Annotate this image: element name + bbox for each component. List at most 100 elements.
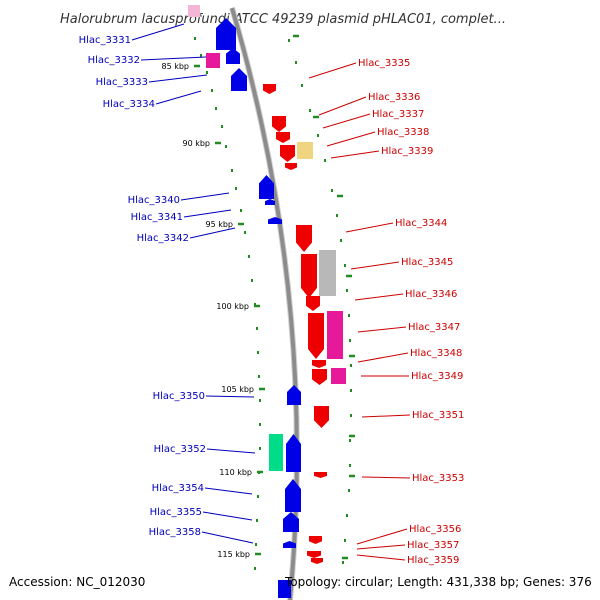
track-dot [317, 134, 319, 137]
leader-line [361, 414, 411, 418]
gene-shape-plus [314, 472, 327, 478]
gene-label-hlac-3331[interactable]: Hlac_3331 [79, 35, 131, 46]
gene-label-hlac-3353[interactable]: Hlac_3353 [412, 473, 464, 484]
leader-line [356, 544, 406, 550]
gene-label-hlac-3357[interactable]: Hlac_3357 [407, 540, 459, 551]
gene-shape-plus [308, 313, 324, 359]
track-dot [350, 364, 352, 367]
track-dot [346, 289, 348, 292]
track-dot [288, 39, 290, 42]
leader-line [148, 74, 208, 83]
gene-shape-plus [314, 406, 329, 428]
gene-label-hlac-3334[interactable]: Hlac_3334 [103, 99, 155, 110]
gene-shape-minus [286, 434, 301, 472]
track-dot [206, 71, 208, 74]
gene-label-hlac-3342[interactable]: Hlac_3342 [137, 233, 189, 244]
gene-label-hlac-3341[interactable]: Hlac_3341 [131, 212, 183, 223]
gene-shape-minus [268, 217, 282, 224]
gene-shape-plus [297, 142, 313, 159]
leader-line [131, 23, 185, 41]
gene-label-hlac-3344[interactable]: Hlac_3344 [395, 218, 447, 229]
gene-shape-plus [296, 225, 312, 252]
track-dot [231, 169, 233, 172]
gene-shape-minus [188, 5, 200, 17]
gene-shape-plus [276, 132, 290, 143]
track-dot [342, 561, 344, 564]
gene-label-hlac-3359[interactable]: Hlac_3359 [407, 555, 459, 566]
track-dot [350, 414, 352, 417]
gene-label-hlac-3352[interactable]: Hlac_3352 [154, 444, 206, 455]
gene-label-hlac-3345[interactable]: Hlac_3345 [401, 257, 453, 268]
labels-right: Hlac_3335 Hlac_3336 Hlac_3337 Hlac_3338 Hlac… [358, 58, 464, 566]
gene-label-hlac-3349[interactable]: Hlac_3349 [411, 371, 463, 382]
track-dot [251, 279, 253, 282]
leader-line [204, 487, 253, 495]
track-dot [349, 439, 351, 442]
track-dot [200, 54, 202, 57]
track-dot [255, 543, 257, 546]
track-dot [301, 84, 303, 87]
kbp-tick-label: 90 kbp [182, 139, 210, 148]
gene-label-hlac-3354[interactable]: Hlac_3354 [152, 483, 204, 494]
track-dot [248, 255, 250, 258]
gene-shape-plus [280, 145, 295, 162]
leader-line [318, 96, 367, 116]
gene-label-hlac-3332[interactable]: Hlac_3332 [88, 55, 140, 66]
track-dot [256, 519, 258, 522]
gene-shape-plus [306, 296, 320, 311]
gene-label-hlac-3350[interactable]: Hlac_3350 [153, 391, 205, 402]
track-dot [295, 61, 297, 64]
gene-shape-minus [283, 512, 299, 532]
track-dot [194, 37, 196, 40]
gene-label-hlac-3351[interactable]: Hlac_3351 [412, 410, 464, 421]
gene-shape-minus [259, 175, 274, 199]
leader-line [357, 352, 409, 363]
summary-text: Topology: circular; Length: 431,338 bp; … [284, 575, 592, 589]
track-dot [309, 109, 311, 112]
gene-shape-plus [327, 311, 343, 359]
track-dot [211, 89, 213, 92]
gene-shape-minus [269, 434, 283, 471]
gene-shape-plus [263, 84, 276, 94]
gene-label-hlac-3336[interactable]: Hlac_3336 [368, 92, 420, 103]
gene-label-hlac-3337[interactable]: Hlac_3337 [372, 109, 424, 120]
leader-line [330, 150, 380, 159]
leader-line [201, 531, 254, 544]
gene-label-hlac-3339[interactable]: Hlac_3339 [381, 146, 433, 157]
gene-shape-minus [287, 385, 301, 405]
gene-label-hlac-3356[interactable]: Hlac_3356 [409, 524, 461, 535]
gene-label-hlac-3340[interactable]: Hlac_3340 [128, 195, 180, 206]
gene-label-hlac-3355[interactable]: Hlac_3355 [150, 507, 202, 518]
gene-label-hlac-3348[interactable]: Hlac_3348 [410, 348, 462, 359]
leader-line [354, 293, 404, 301]
track-dot [349, 464, 351, 467]
gene-shape-minus [206, 53, 220, 68]
track-dot [215, 107, 217, 110]
track-dot [225, 145, 227, 148]
track-dot [259, 447, 261, 450]
leader-line [155, 90, 202, 105]
gene-label-hlac-3346[interactable]: Hlac_3346 [405, 289, 457, 300]
gene-shape-plus [272, 116, 286, 132]
gene-label-hlac-3358[interactable]: Hlac_3358 [149, 527, 201, 538]
kbp-tick-label: 105 kbp [221, 385, 254, 394]
gene-label-hlac-3347[interactable]: Hlac_3347 [408, 322, 460, 333]
track-dot [331, 189, 333, 192]
track-dots [194, 37, 352, 570]
track-dot [256, 327, 258, 330]
track-dot [348, 489, 350, 492]
leader-line [140, 56, 207, 61]
track-dot [349, 339, 351, 342]
gene-shape-minus [278, 580, 291, 598]
map-title: Halorubrum lacusprofundi ATCC 49239 plas… [60, 12, 506, 27]
track-dot [340, 239, 342, 242]
gene-label-hlac-3338[interactable]: Hlac_3338 [377, 127, 429, 138]
gene-shape-minus [231, 68, 247, 91]
track-dot [336, 214, 338, 217]
gene-shape-plus [301, 254, 317, 298]
leader-line [308, 62, 357, 79]
gene-label-hlac-3333[interactable]: Hlac_3333 [96, 77, 148, 88]
gene-label-hlac-3335[interactable]: Hlac_3335 [358, 58, 410, 69]
gene-shape-plus [309, 536, 322, 544]
